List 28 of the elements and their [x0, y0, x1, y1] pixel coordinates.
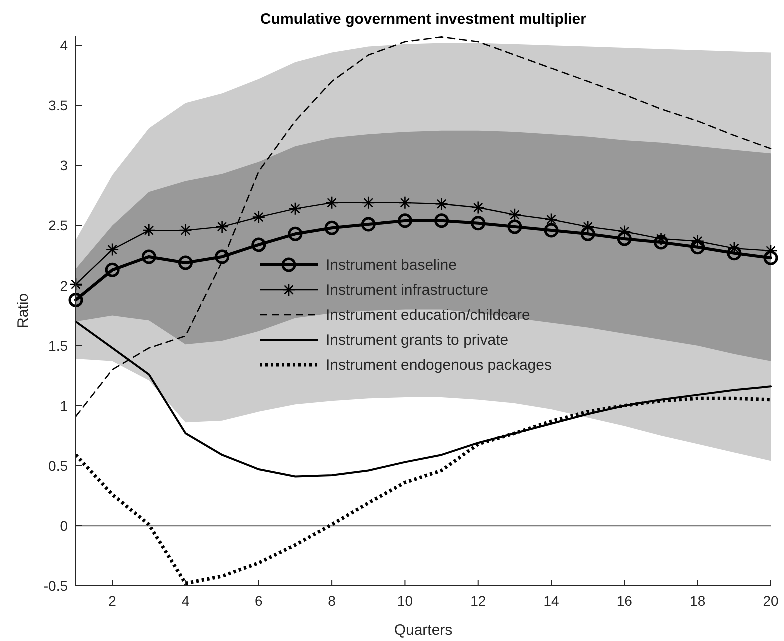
x-tick-label: 20 — [763, 593, 779, 609]
x-tick-label: 4 — [182, 593, 190, 609]
legend-label: Instrument baseline — [326, 257, 457, 274]
y-tick-label: 0 — [60, 518, 68, 534]
y-tick-label: 2 — [60, 278, 68, 294]
x-tick-label: 8 — [328, 593, 336, 609]
x-axis-title: Quarters — [394, 622, 453, 639]
y-tick-label: 1 — [60, 398, 68, 414]
y-tick-label: 3 — [60, 158, 68, 174]
y-axis-title: Ratio — [15, 293, 32, 329]
x-tick-label: 10 — [397, 593, 414, 609]
legend-label: Instrument infrastructure — [326, 282, 489, 299]
y-tick-label: 2.5 — [48, 218, 68, 234]
x-tick-label: 14 — [544, 593, 560, 609]
y-tick-label: 3.5 — [48, 98, 68, 114]
x-tick-label: 2 — [108, 593, 117, 609]
x-tick-label: 18 — [690, 593, 706, 609]
legend-label: Instrument grants to private — [326, 332, 509, 349]
chart-title: Cumulative government investment multiplier — [260, 11, 587, 28]
y-tick-label: -0.5 — [44, 578, 68, 594]
legend-label: Instrument endogenous packages — [326, 357, 552, 374]
y-tick-label: 4 — [60, 38, 68, 54]
x-tick-label: 12 — [470, 593, 486, 609]
x-tick-label: 16 — [616, 593, 633, 609]
x-tick-label: 6 — [254, 593, 263, 609]
y-tick-label: 0.5 — [48, 458, 68, 474]
legend-label: Instrument education/childcare — [326, 307, 530, 324]
y-tick-label: 1.5 — [48, 338, 68, 354]
